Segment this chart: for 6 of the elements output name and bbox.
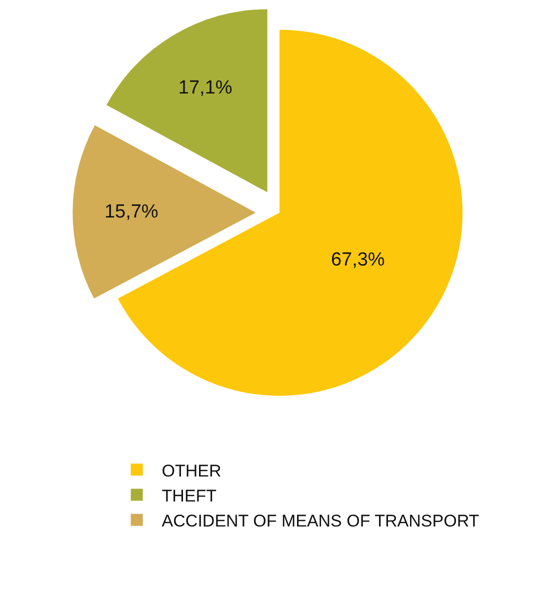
data-label: 17,1% [178,78,232,99]
data-label: 15,7% [104,202,158,223]
legend-label: THEFT [162,486,217,506]
legend-label: ACCIDENT OF MEANS OF TRANSPORT [162,511,480,530]
data-label: 67,3% [330,249,385,270]
legend-label: OTHER [162,461,222,480]
